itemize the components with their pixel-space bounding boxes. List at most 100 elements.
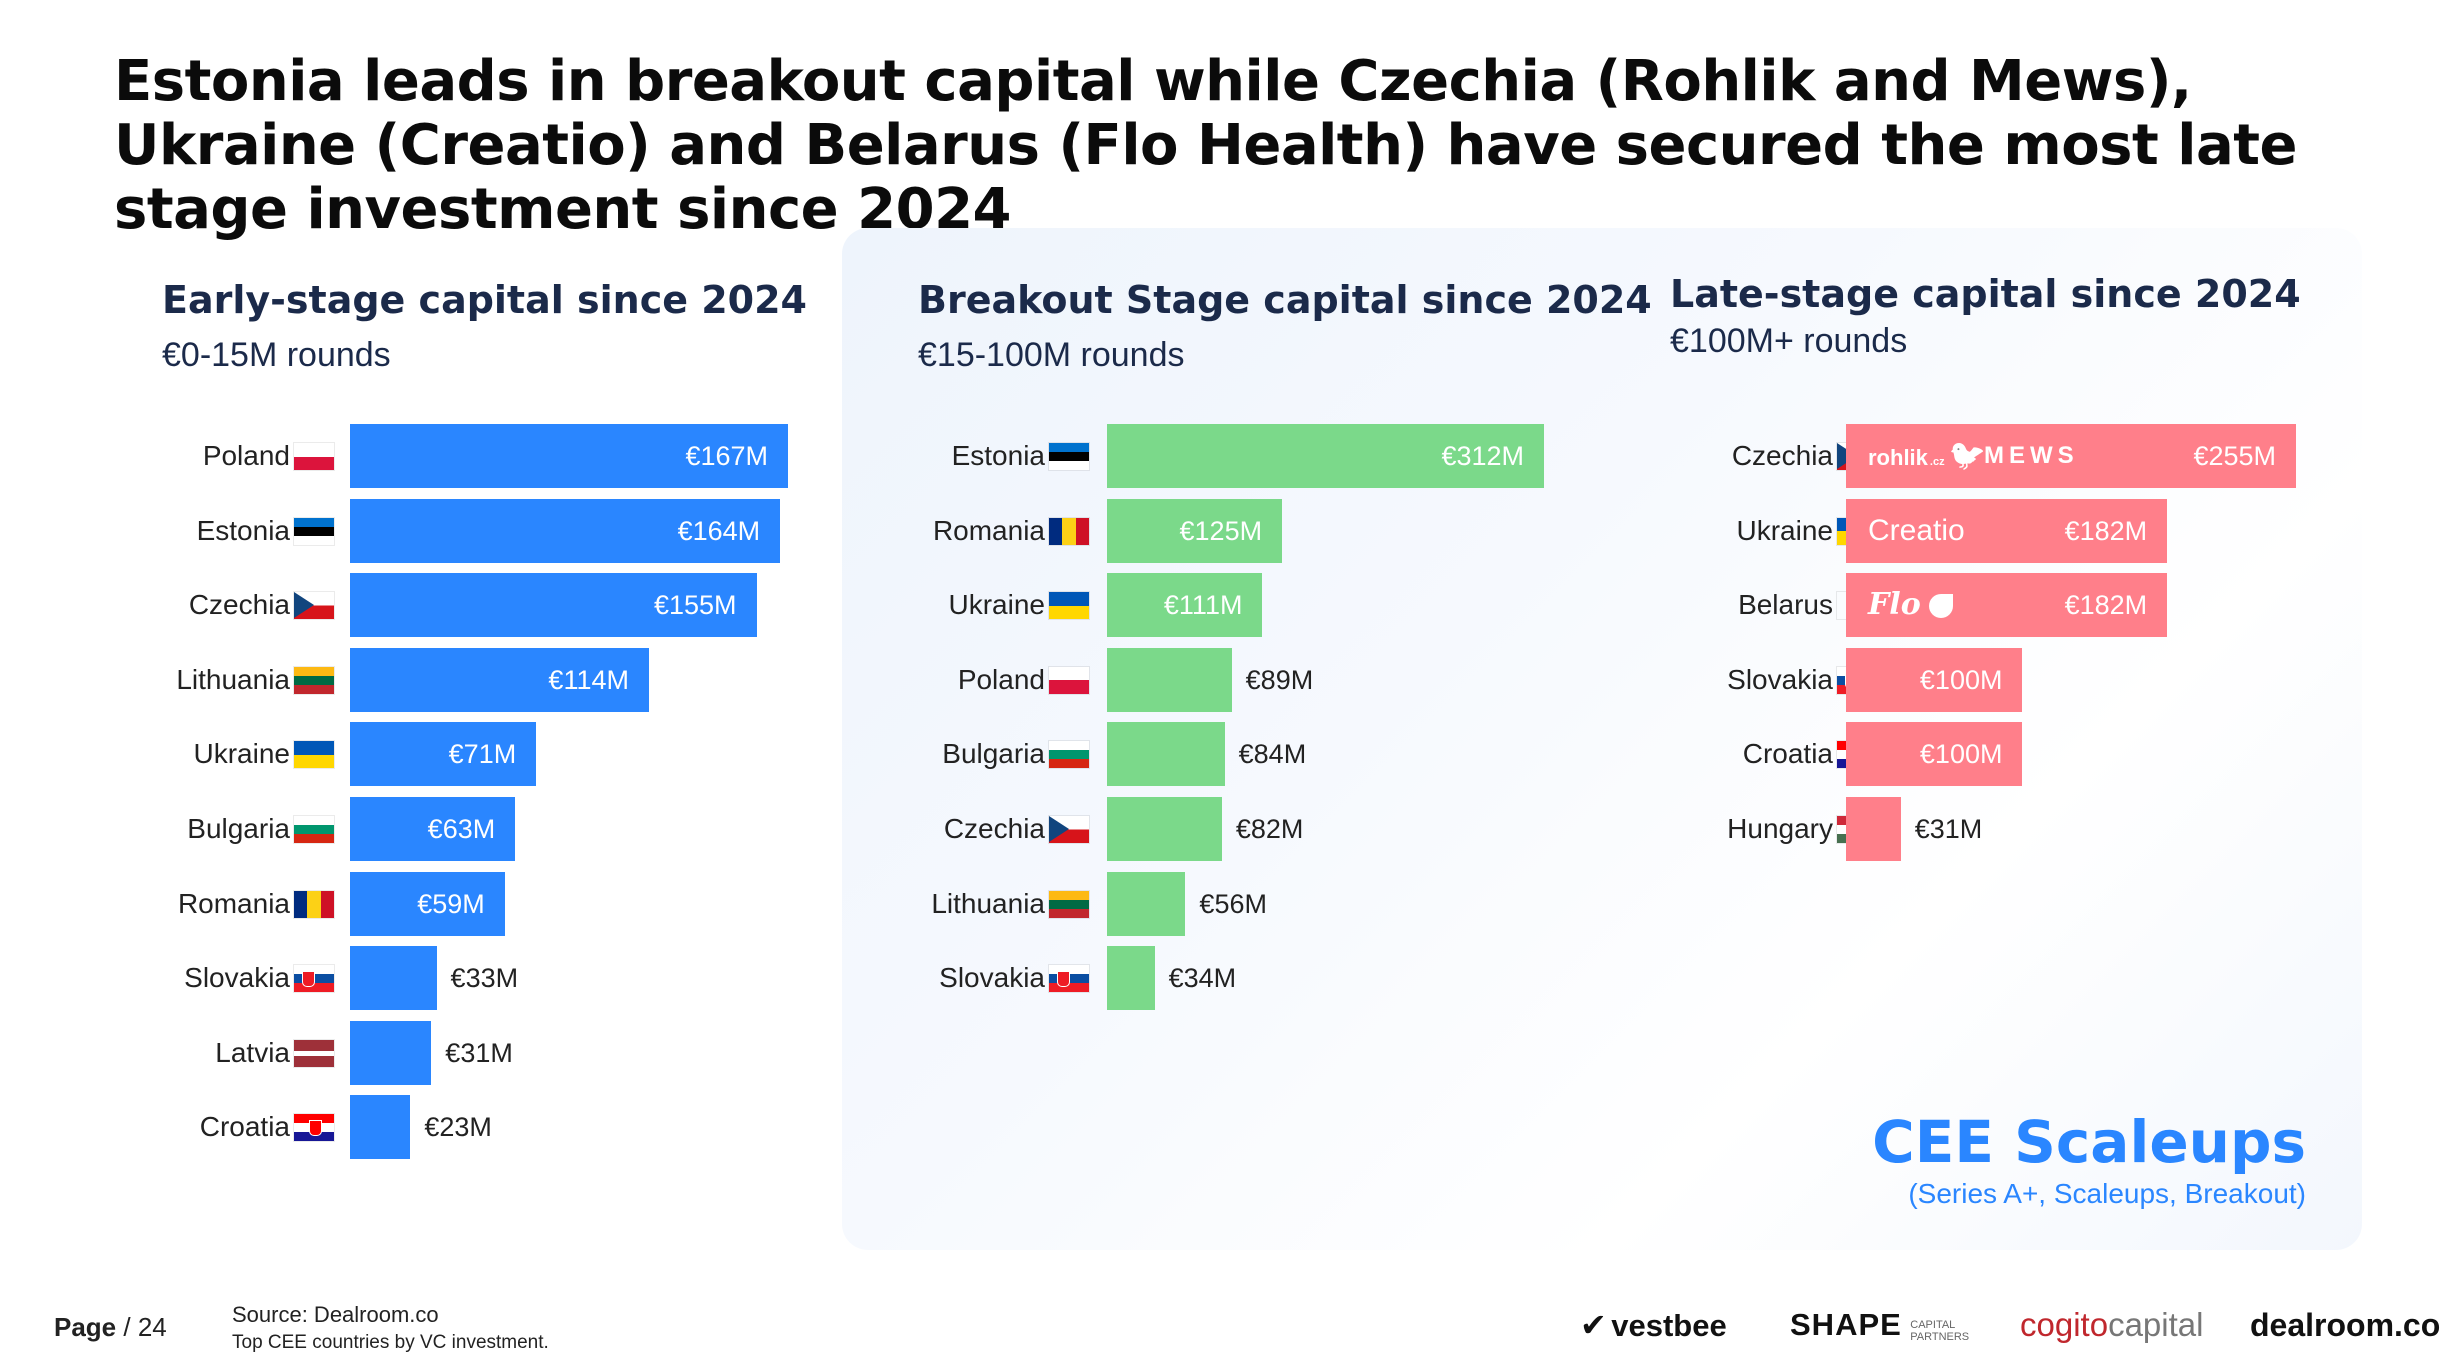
data-label: €23M	[424, 1112, 492, 1143]
flag-lithuania-icon	[1049, 890, 1089, 918]
category-label: Slovakia	[184, 962, 290, 994]
data-label: €82M	[1235, 814, 1304, 844]
category-label: Romania	[932, 514, 1045, 546]
category-label: Czechia	[943, 813, 1045, 844]
scaleups-title: CEE Scaleups	[1872, 1108, 2306, 1176]
data-label: €89M	[1245, 664, 1314, 695]
category-label: Lithuania	[176, 663, 290, 695]
flag-estonia-icon	[1049, 443, 1089, 470]
category-label: Croatia	[1742, 738, 1833, 770]
bar	[1107, 573, 1263, 638]
category-label: Slovakia	[939, 962, 1045, 994]
category-label: Romania	[177, 887, 290, 919]
flag-bulgaria-icon	[1049, 741, 1089, 769]
category-label: Ukraine	[1736, 514, 1833, 546]
bar	[350, 797, 516, 861]
mews-logo: MEWS	[1984, 442, 2079, 469]
flag-emblem	[302, 971, 315, 988]
flag-poland-icon	[294, 443, 334, 470]
dealroom-logo: dealroom.co	[2250, 1300, 2440, 1357]
footnote: Top CEE countries by VC investment.	[232, 1332, 549, 1353]
category-label: Croatia	[199, 1111, 290, 1143]
data-label: €182M	[2064, 590, 2148, 621]
data-label: €167M	[685, 441, 768, 471]
flag-bulgaria-icon	[294, 816, 334, 843]
data-label: €33M	[450, 963, 519, 994]
flag-triangle	[294, 592, 314, 619]
flag-slovakia-icon	[294, 965, 334, 993]
category-label: Poland	[202, 440, 290, 471]
page-label: Page	[54, 1312, 117, 1342]
bar	[1846, 647, 2023, 712]
data-label: €255M	[2193, 441, 2276, 471]
shape-logo-text: SHAPE	[1790, 1307, 1902, 1342]
flag-estonia-icon	[294, 517, 334, 545]
chart-subtitle-2: €15-100M rounds	[918, 336, 1185, 374]
category-label: Estonia	[196, 514, 290, 546]
vestbee-logo-text: vestbee	[1611, 1308, 1727, 1343]
shape-logo-partners: PARTNERS	[1910, 1330, 1970, 1343]
highlight-panel	[842, 228, 2362, 1250]
cogito-logo: cogitocapital	[2020, 1300, 2203, 1357]
flag-czechia-icon	[294, 592, 334, 620]
flo-logo: Flo	[1868, 573, 1953, 637]
bar	[1107, 722, 1225, 787]
bar	[350, 946, 437, 1011]
page-number: Page / 24	[54, 1312, 167, 1343]
bar	[1107, 871, 1186, 936]
flag-romania-icon	[1049, 517, 1089, 545]
category-label: Czechia	[1731, 440, 1833, 471]
category-label: Slovakia	[1727, 663, 1833, 695]
category-label: Ukraine	[948, 589, 1045, 621]
bar	[1846, 797, 1901, 861]
data-label: €312M	[1441, 441, 1524, 471]
data-label: €56M	[1199, 888, 1267, 919]
category-label: Estonia	[951, 440, 1045, 471]
rohlik-bird-icon: 🐦	[1948, 439, 1986, 472]
data-label: €111M	[1163, 590, 1243, 621]
category-label: Poland	[957, 663, 1045, 695]
bar	[1107, 797, 1222, 861]
flag-czechia-icon	[1049, 816, 1089, 843]
data-label: €59M	[417, 888, 485, 919]
category-label: Bulgaria	[942, 738, 1045, 770]
bar	[1107, 498, 1283, 563]
flag-triangle	[1049, 816, 1069, 842]
bar	[350, 573, 757, 638]
bar	[350, 1020, 432, 1085]
category-label: Belarus	[1738, 589, 1833, 621]
flag-romania-icon	[294, 890, 334, 918]
category-label: Latvia	[215, 1036, 290, 1068]
flag-poland-icon	[1049, 666, 1089, 694]
data-label: €31M	[445, 1037, 513, 1068]
bar: rohlik .cz 🐦 MEWS	[1846, 424, 2296, 488]
data-label: €84M	[1238, 739, 1307, 770]
flag-emblem	[1057, 971, 1070, 988]
flag-latvia-icon	[294, 1039, 334, 1067]
bar	[1107, 424, 1544, 488]
flag-ukraine-icon	[294, 741, 334, 769]
data-label: €100M	[1919, 664, 2003, 695]
data-label: €71M	[448, 739, 517, 770]
headline: Estonia leads in breakout capital while …	[114, 49, 2298, 242]
data-label: €100M	[1919, 739, 2003, 770]
bar: Flo	[1846, 573, 2168, 638]
chart-subtitle-3: €100M+ rounds	[1670, 322, 1908, 360]
data-label: €34M	[1168, 963, 1237, 994]
bar	[350, 647, 649, 712]
page-count: / 24	[123, 1312, 167, 1342]
bar	[1107, 647, 1232, 712]
category-label: Hungary	[1727, 813, 1833, 844]
data-label: €31M	[1914, 814, 1983, 844]
chart-title-3: Late-stage capital since 2024	[1670, 272, 2301, 316]
category-label: Lithuania	[931, 887, 1045, 919]
rohlik-logo-text: rohlik	[1868, 445, 1928, 470]
bar	[1107, 946, 1155, 1011]
data-label: €114M	[548, 664, 629, 695]
bar	[350, 424, 788, 488]
chart-title-2: Breakout Stage capital since 2024	[918, 278, 1652, 322]
bar	[350, 871, 505, 936]
shape-logo-capital: CAPITAL	[1910, 1318, 1956, 1331]
dealroom-logo-text: dealroom.co	[2250, 1307, 2440, 1343]
data-label: €164M	[677, 515, 761, 546]
